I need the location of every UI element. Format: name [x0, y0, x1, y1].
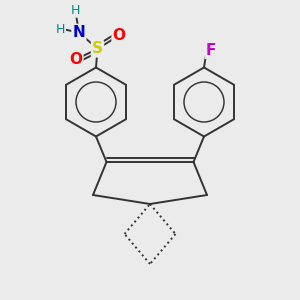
Text: F: F	[206, 43, 216, 58]
Text: H: H	[56, 23, 65, 36]
Text: N: N	[73, 25, 85, 40]
Text: O: O	[112, 28, 126, 43]
Text: H: H	[71, 4, 81, 17]
Text: O: O	[69, 52, 82, 67]
Text: S: S	[92, 41, 103, 56]
